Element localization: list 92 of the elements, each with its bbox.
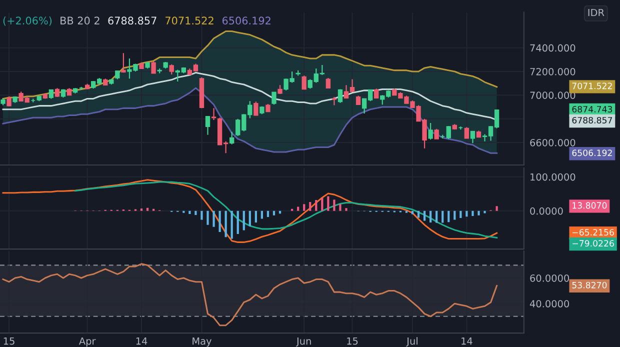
y-tick-label: 6600.000 xyxy=(530,138,576,146)
candlestick xyxy=(464,126,470,139)
annotation: 7071.522 xyxy=(166,16,214,25)
annotation: 6788.857 xyxy=(108,16,156,25)
candlestick xyxy=(254,101,258,116)
x-tick-label: Jun xyxy=(296,337,311,347)
bar xyxy=(218,210,221,232)
bar xyxy=(224,210,227,238)
text: 6506.192 xyxy=(572,150,612,156)
candlestick xyxy=(302,75,306,90)
bar xyxy=(260,210,264,219)
bar xyxy=(442,210,444,223)
bar xyxy=(448,210,450,222)
line-series xyxy=(74,181,498,239)
bar xyxy=(230,210,233,239)
x-tick-label: Jul xyxy=(406,337,418,347)
x-tick-label: Apr xyxy=(78,337,96,347)
candlestick xyxy=(470,130,476,144)
line-series xyxy=(2,179,498,243)
bar xyxy=(254,210,257,222)
x-tick-label: 15 xyxy=(347,337,358,345)
line-series xyxy=(2,87,498,154)
candlestick xyxy=(338,88,343,104)
bar xyxy=(472,210,474,216)
candlestick xyxy=(272,92,276,106)
bar xyxy=(309,202,312,211)
candlestick xyxy=(6,96,12,107)
bar xyxy=(266,210,270,218)
candlestick xyxy=(151,60,156,74)
y-tick-label: 7400.000 xyxy=(530,44,576,52)
bar xyxy=(206,210,209,225)
bar xyxy=(321,198,324,211)
candlestick xyxy=(326,77,331,89)
bar xyxy=(248,210,251,226)
annotation: (+2.06%) xyxy=(3,16,52,26)
y-tick-label: 0.0000 xyxy=(530,207,563,215)
bar xyxy=(484,210,486,214)
candlestick xyxy=(374,88,379,99)
bar xyxy=(303,204,306,211)
text: 6788.857 xyxy=(572,116,612,124)
bar xyxy=(496,206,498,211)
candlestick xyxy=(169,64,174,76)
text: 6874.743 xyxy=(572,106,612,112)
x-tick-label: 14 xyxy=(462,337,472,345)
candlestick xyxy=(211,108,216,121)
bar xyxy=(417,210,420,218)
text: 53.8270 xyxy=(572,282,607,288)
y-tick-label: 100.0000 xyxy=(530,173,576,181)
bar xyxy=(430,210,432,222)
bar xyxy=(333,200,336,211)
x-tick-label: 14 xyxy=(136,337,148,345)
bar xyxy=(423,210,426,221)
x-tick-label: May xyxy=(192,337,212,347)
text: −65.2156 xyxy=(572,229,614,236)
candlestick xyxy=(205,116,210,136)
candlestick xyxy=(434,128,439,140)
bar xyxy=(315,200,318,211)
text: 7071.522 xyxy=(572,82,612,90)
line-series xyxy=(2,30,498,100)
y-tick-label: 7000.000 xyxy=(530,92,576,99)
bar xyxy=(200,210,203,220)
bar xyxy=(327,196,330,211)
candlestick xyxy=(229,131,234,145)
bar xyxy=(339,204,342,211)
y-tick-label: 7200.000 xyxy=(530,68,576,76)
bar xyxy=(436,210,438,223)
bar xyxy=(466,210,468,217)
bar xyxy=(411,210,414,214)
bar xyxy=(297,206,300,211)
bar xyxy=(242,210,245,230)
y-tick-label: 60.0000 xyxy=(530,274,570,282)
bar xyxy=(146,208,149,211)
bar xyxy=(454,210,456,220)
annotation: BB 20 2 xyxy=(60,16,100,25)
bar xyxy=(236,210,239,234)
bar xyxy=(460,210,462,218)
annotation: 6506.192 xyxy=(222,16,270,25)
candlestick xyxy=(428,122,433,140)
line-series xyxy=(2,263,498,326)
text: 13.8070 xyxy=(572,202,607,209)
bar xyxy=(478,210,480,216)
y-tick-label: 40.0000 xyxy=(530,300,570,308)
bar xyxy=(272,210,276,216)
bar xyxy=(194,210,197,215)
candlestick xyxy=(446,125,451,140)
text: IDR xyxy=(588,8,604,16)
bar xyxy=(188,210,191,214)
bar xyxy=(212,210,215,227)
text: −79.0226 xyxy=(572,240,614,247)
x-tick-label: 15 xyxy=(4,337,14,345)
bar xyxy=(345,208,348,211)
candlestick xyxy=(121,52,126,74)
